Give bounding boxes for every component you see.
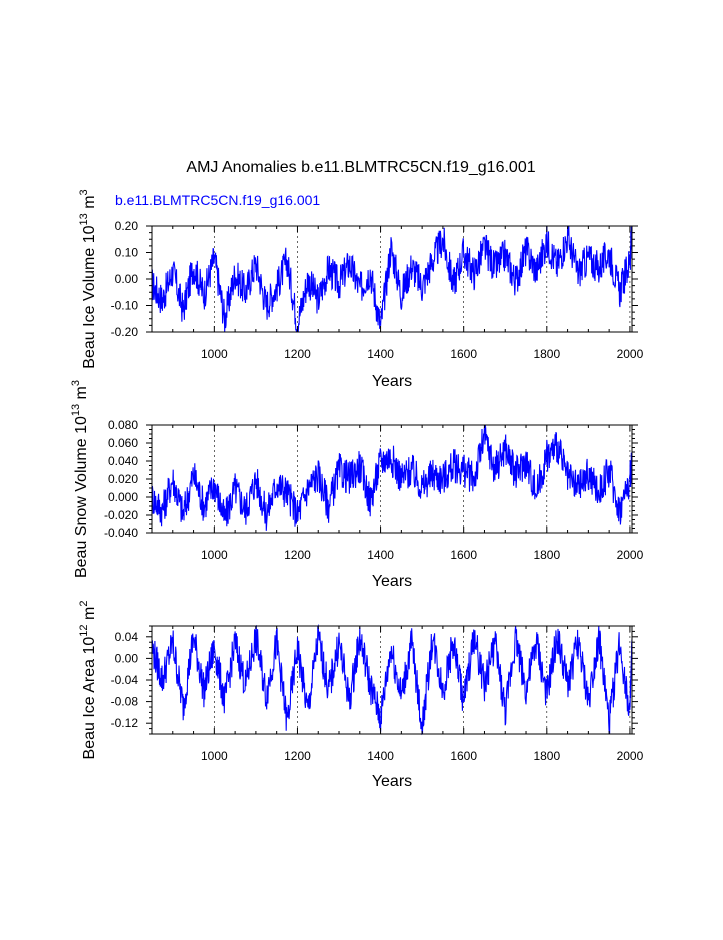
series-line bbox=[151, 225, 633, 333]
ice-volume-panel: 1000 1200 1400 1600 1800 2000 -0.20 -0.10 0.00 0.… bbox=[78, 189, 644, 390]
x-tick-label: 1200 bbox=[284, 548, 311, 562]
x-tick-label: 1000 bbox=[201, 347, 228, 361]
x-tick-label: 2000 bbox=[617, 749, 644, 763]
y-tick-label: 0.04 bbox=[115, 630, 139, 644]
x-tick-label: 2000 bbox=[617, 548, 644, 562]
y-axis-label: Beau Ice Area 1012 m2 bbox=[78, 601, 98, 760]
y-tick-label: 0.00 bbox=[115, 651, 139, 665]
y-tick-label: 0.040 bbox=[108, 454, 138, 468]
y-tick-label: -0.04 bbox=[111, 673, 139, 687]
y-axis-label-exp: 13 bbox=[78, 213, 90, 225]
y-axis-label-exp: 12 bbox=[78, 624, 90, 636]
y-axis-label-unit-exp: 3 bbox=[70, 380, 82, 386]
x-tick-label: 1200 bbox=[284, 347, 311, 361]
x-tick-label: 1800 bbox=[533, 749, 560, 763]
y-axis-label-unit: m bbox=[81, 607, 98, 625]
x-axis-label: Years bbox=[372, 573, 412, 590]
y-axis-label: Beau Ice Volume 1013 m3 bbox=[78, 189, 98, 368]
y-tick-label: -0.12 bbox=[111, 716, 139, 730]
x-tick-label: 1600 bbox=[450, 548, 477, 562]
y-axis-label-main: Beau Ice Volume 10 bbox=[81, 225, 98, 368]
y-tick-label: 0.00 bbox=[115, 272, 139, 286]
x-tick-label: 1400 bbox=[367, 749, 394, 763]
x-tick-label: 1600 bbox=[450, 749, 477, 763]
y-tick-label: 0.020 bbox=[108, 472, 138, 486]
y-tick-label: -0.08 bbox=[111, 695, 139, 709]
y-tick-label: 0.060 bbox=[108, 436, 138, 450]
y-tick-label: 0.000 bbox=[108, 490, 138, 504]
x-tick-label: 1000 bbox=[201, 548, 228, 562]
y-axis-label-unit-exp: 2 bbox=[78, 601, 90, 607]
x-tick-label: 1800 bbox=[533, 347, 560, 361]
snow-volume-panel: 1000 1200 1400 1600 1800 2000 -0.040 -0.020 0.00… bbox=[70, 380, 644, 590]
y-tick-label: -0.20 bbox=[111, 325, 139, 339]
y-tick-label: -0.040 bbox=[104, 526, 138, 540]
x-tick-label: 1200 bbox=[284, 749, 311, 763]
x-tick-label: 1800 bbox=[533, 548, 560, 562]
x-tick-label: 1400 bbox=[367, 347, 394, 361]
y-tick-label: 0.10 bbox=[115, 246, 139, 260]
y-tick-label: -0.10 bbox=[111, 299, 139, 313]
y-axis-label-unit: m bbox=[73, 386, 90, 404]
y-axis-label-exp: 13 bbox=[70, 404, 82, 416]
y-axis-label-unit: m bbox=[81, 195, 98, 213]
x-tick-label: 1000 bbox=[201, 749, 228, 763]
series-line bbox=[151, 424, 633, 531]
x-axis-label: Years bbox=[372, 773, 412, 790]
x-axis-label: Years bbox=[372, 373, 412, 390]
x-tick-label: 2000 bbox=[617, 347, 644, 361]
y-axis-label-unit-exp: 3 bbox=[78, 189, 90, 195]
x-tick-label: 1600 bbox=[450, 347, 477, 361]
ice-area-panel: 1000 1200 1400 1600 1800 2000 -0.12 -0.08 -0.04 0… bbox=[78, 601, 644, 790]
y-axis-label: Beau Snow Volume 1013 m3 bbox=[70, 380, 90, 578]
y-tick-label: -0.020 bbox=[104, 508, 138, 522]
y-axis-label-main: Beau Ice Area 10 bbox=[81, 637, 98, 760]
figure-title: AMJ Anomalies b.e11.BLMTRC5CN.f19_g16.00… bbox=[186, 159, 535, 176]
series-line bbox=[151, 623, 633, 736]
y-axis-label-main: Beau Snow Volume 10 bbox=[73, 416, 90, 578]
y-tick-label: 0.20 bbox=[115, 219, 139, 233]
y-tick-label: 0.080 bbox=[108, 418, 138, 432]
series-label: b.e11.BLMTRC5CN.f19_g16.001 bbox=[115, 192, 320, 208]
x-tick-label: 1400 bbox=[367, 548, 394, 562]
